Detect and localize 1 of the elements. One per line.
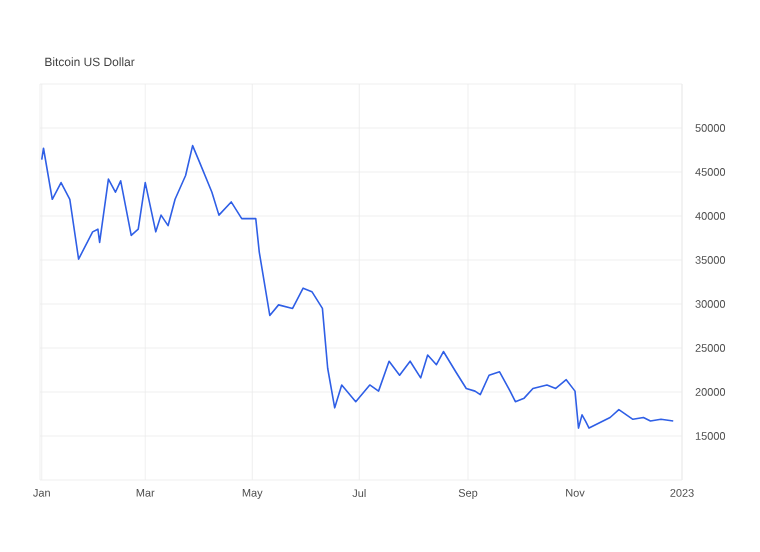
line-series xyxy=(40,144,675,429)
